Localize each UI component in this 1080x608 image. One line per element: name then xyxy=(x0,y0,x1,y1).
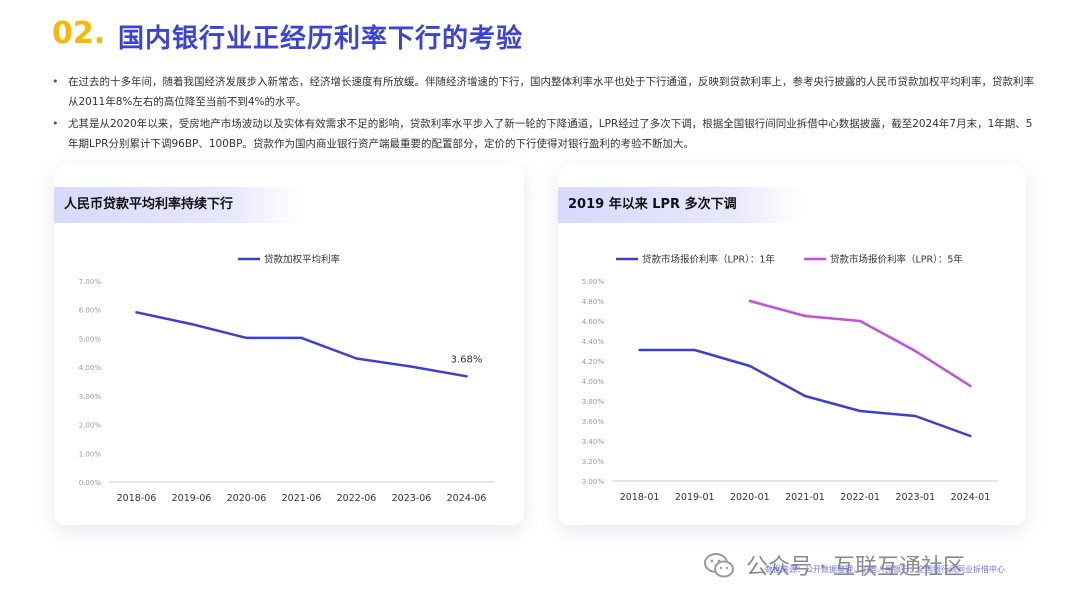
x-tick-label: 2023-06 xyxy=(392,493,432,504)
legend-label: 贷款市场报价利率（LPR）：1年 xyxy=(642,254,775,266)
loan-rate-chart-title: 人民币贷款平均利率持续下行 xyxy=(54,187,301,223)
wechat-icon xyxy=(704,553,734,578)
data-label: 3.68% xyxy=(451,354,483,365)
y-tick-label: 6.00% xyxy=(79,307,102,315)
y-tick-label: 7.00% xyxy=(79,278,102,286)
y-tick-label: 0.00% xyxy=(79,479,102,487)
y-tick-label: 3.40% xyxy=(582,438,605,446)
x-tick-label: 2020-06 xyxy=(227,493,267,504)
x-tick-label: 2021-06 xyxy=(282,493,322,504)
bullet-list: 在过去的十多年间，随着我国经济发展步入新常态，经济增长速度有所放缓。伴随经济增速… xyxy=(52,72,1042,156)
title-number: 02. xyxy=(52,16,106,51)
x-tick-label: 2023-01 xyxy=(895,492,935,503)
y-tick-label: 3.80% xyxy=(582,398,605,406)
y-tick-label: 1.00% xyxy=(79,450,102,458)
x-tick-label: 2022-01 xyxy=(840,492,880,503)
y-tick-label: 4.40% xyxy=(582,338,605,346)
y-tick-label: 4.80% xyxy=(582,298,605,306)
x-tick-label: 2021-01 xyxy=(785,492,825,503)
y-tick-label: 4.00% xyxy=(582,378,605,386)
x-tick-label: 2018-06 xyxy=(117,493,157,504)
x-tick-label: 2018-01 xyxy=(620,492,660,503)
series-line xyxy=(748,299,972,388)
y-tick-label: 2.00% xyxy=(79,422,102,430)
x-tick-label: 2020-01 xyxy=(730,492,770,503)
y-tick-label: 5.00% xyxy=(79,335,102,343)
y-tick-label: 3.20% xyxy=(582,458,605,466)
loan-rate-chart-card: 人民币贷款平均利率持续下行 0.00% 1.00% 2.00% 3.00% 4.00% 5… xyxy=(54,165,524,525)
x-tick-label: 2024-01 xyxy=(951,492,991,503)
x-tick-label: 2022-06 xyxy=(337,493,377,504)
watermark-text: 公众号 · 互联互通社区 xyxy=(746,555,965,580)
loan-rate-chart: 0.00% 1.00% 2.00% 3.00% 4.00% 5.00% 6.00% 7.00%… xyxy=(79,254,494,504)
watermark: 公众号 · 互联互通社区 xyxy=(702,548,965,582)
y-tick-label: 4.60% xyxy=(582,318,605,326)
x-tick-label: 2024-06 xyxy=(447,493,487,504)
source-note: 数据来源：公开数据整理，中国人民银行，全国银行间同业拆借中心 xyxy=(765,565,1005,574)
legend-label: 贷款市场报价利率（LPR）：5年 xyxy=(830,254,963,266)
lpr-chart-card: 2019 年以来 LPR 多次下调 3.00% 3.20% 3.40% 3.60% 3.… xyxy=(558,165,1026,525)
series-line xyxy=(135,311,468,378)
lpr-chart-title: 2019 年以来 LPR 多次下调 xyxy=(558,187,803,223)
y-tick-label: 5.00% xyxy=(582,278,605,286)
bullet-item-1: 在过去的十多年间，随着我国经济发展步入新常态，经济增长速度有所放缓。伴随经济增速… xyxy=(52,72,1042,112)
lpr-chart: 3.00% 3.20% 3.40% 3.60% 3.80% 4.00% 4.20% 4.40%… xyxy=(582,254,998,503)
bullet-item-2: 尤其是从2020年以来，受房地产市场波动以及实体有效需求不足的影响，贷款利率水平… xyxy=(52,114,1042,154)
y-tick-label: 4.20% xyxy=(582,358,605,366)
x-tick-label: 2019-01 xyxy=(675,492,715,503)
page-title: 国内银行业正经历利率下行的考验 xyxy=(118,24,524,54)
y-tick-label: 3.00% xyxy=(582,478,605,486)
legend-label: 贷款加权平均利率 xyxy=(264,254,341,266)
x-tick-label: 2019-06 xyxy=(172,493,212,504)
series-line xyxy=(638,348,972,438)
y-tick-label: 4.00% xyxy=(79,364,102,372)
y-tick-label: 3.00% xyxy=(79,393,102,401)
y-tick-label: 3.60% xyxy=(582,418,605,426)
